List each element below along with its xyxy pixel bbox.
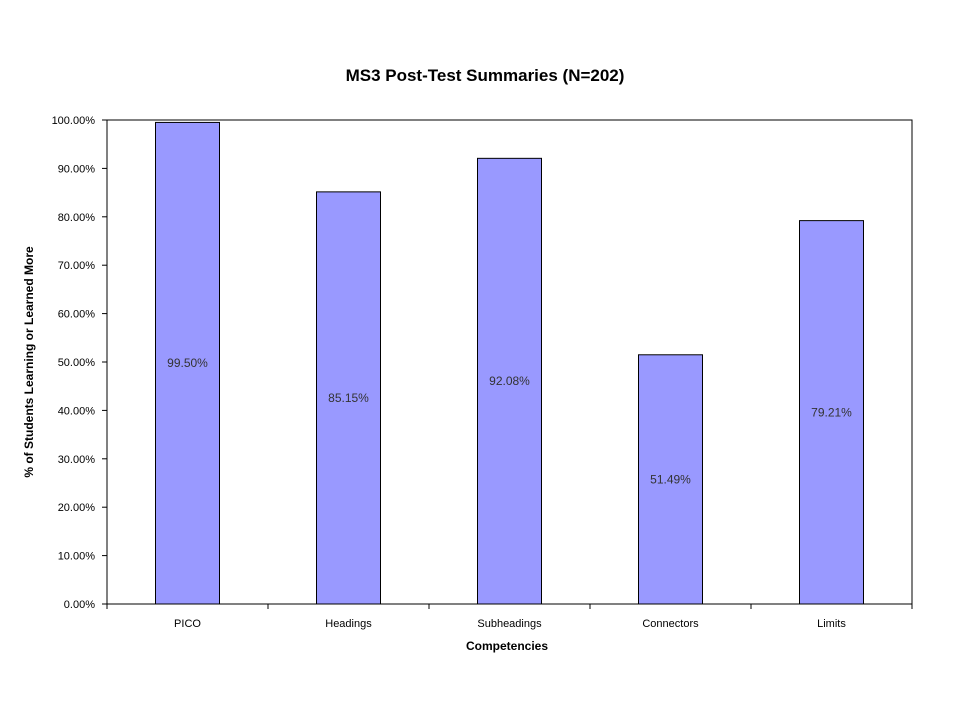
y-tick-label: 30.00% (58, 454, 96, 466)
bar-headings (316, 191, 381, 605)
y-axis: 0.00% 10.00% 20.00% 30.00% 40.00% 50.00% 60.00… (52, 115, 107, 611)
y-tick-label: 40.00% (58, 405, 96, 417)
y-tick-label: 50.00% (58, 357, 96, 369)
y-tick-label: 10.00% (58, 551, 96, 563)
y-tick-label: 100.00% (52, 115, 96, 127)
x-tick-label: Limits (817, 618, 846, 630)
x-axis: PICO Headings Subheadings Connectors Limits (106, 604, 913, 630)
x-axis-title: Competencies (466, 639, 548, 653)
bars (155, 121, 864, 605)
data-label-limits: 79.21% (811, 405, 852, 419)
data-label-pico: 99.50% (167, 356, 208, 370)
bar-subheadings (477, 157, 542, 605)
y-tick-label: 0.00% (64, 599, 95, 611)
y-tick-label: 20.00% (58, 502, 96, 514)
data-labels: 99.50% 85.15% 92.08% 51.49% 79.21% (167, 356, 852, 486)
bar-connectors (638, 354, 703, 605)
y-tick-label: 90.00% (58, 163, 96, 175)
data-label-connectors: 51.49% (650, 472, 691, 486)
x-tick-label: PICO (174, 618, 201, 630)
x-tick-label: Connectors (642, 618, 699, 630)
chart-title: MS3 Post-Test Summaries (N=202) (346, 66, 625, 85)
x-tick-label: Subheadings (477, 618, 542, 630)
bar-limits (799, 220, 864, 605)
x-tick-label: Headings (325, 618, 372, 630)
data-label-subheadings: 92.08% (489, 374, 530, 388)
y-tick-label: 80.00% (58, 212, 96, 224)
y-tick-label: 70.00% (58, 260, 96, 272)
data-label-headings: 85.15% (328, 391, 369, 405)
y-axis-title: % of Students Learning or Learned More (22, 246, 36, 478)
bar-pico (155, 121, 220, 605)
y-tick-label: 60.00% (58, 309, 96, 321)
